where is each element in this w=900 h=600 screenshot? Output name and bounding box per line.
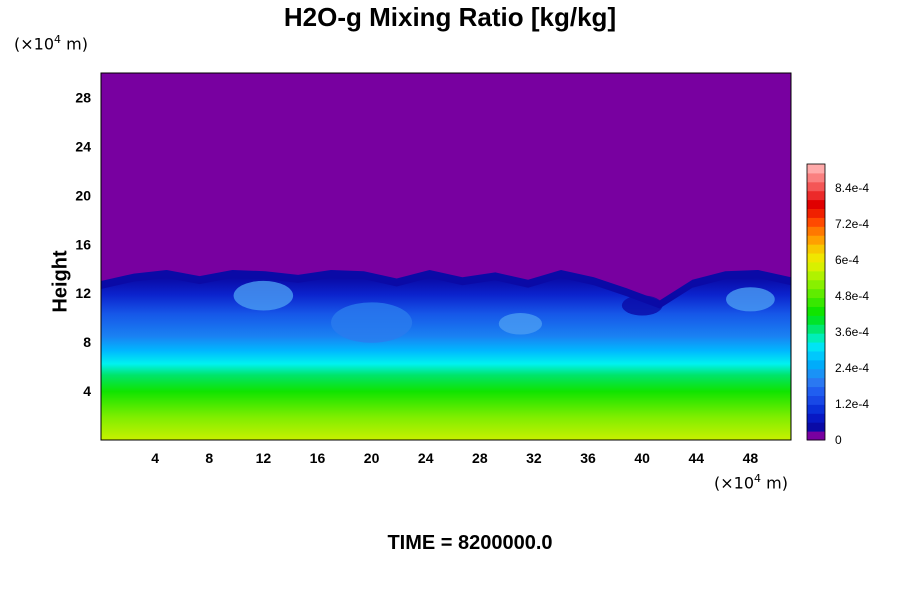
colorbar-frame [806, 163, 826, 441]
colorbar-swatch [807, 279, 825, 290]
colorbar-swatch [807, 235, 825, 245]
x-tick-label: 48 [743, 450, 759, 466]
eddy-blob [621, 295, 663, 316]
y-tick-label: 8 [83, 334, 91, 350]
colorbar-swatch [807, 333, 825, 343]
colorbar-swatch [807, 270, 825, 281]
time-label: TIME = 8200000.0 [387, 532, 553, 554]
colorbar-swatch [807, 404, 825, 414]
colorbar-tick-label: 0 [835, 433, 842, 447]
colorbar-tick-label: 2.4e-4 [835, 361, 869, 375]
y-tick-label: 16 [75, 236, 91, 252]
y-tick-label: 24 [75, 138, 91, 154]
colorbar-swatch [807, 368, 825, 379]
colorbar-swatch [807, 181, 825, 192]
eddy-blob [331, 302, 413, 343]
colorbar-swatch [807, 315, 825, 325]
colorbar-swatch [807, 261, 825, 272]
x-tick-label: 44 [689, 450, 705, 466]
colorbar-swatch [807, 253, 825, 263]
y-tick-label: 28 [75, 89, 91, 105]
y-tick-label: 12 [75, 285, 91, 301]
colorbar-swatch [807, 306, 825, 316]
x-tick-label: 16 [310, 450, 326, 466]
x-tick-label: 8 [205, 450, 213, 466]
colorbar-swatch [807, 164, 825, 174]
x-tick-label: 28 [472, 450, 488, 466]
moist-layer [101, 278, 791, 440]
colorbar-tick-label: 8.4e-4 [835, 181, 869, 195]
colorbar-swatch [807, 359, 825, 370]
x-tick-label: 4 [151, 450, 159, 466]
colorbar-swatch [807, 324, 825, 334]
colorbar-swatch [807, 377, 825, 388]
colorbar-swatch [807, 395, 825, 405]
plot-frame [100, 72, 792, 441]
colorbar-swatch [807, 244, 825, 254]
colorbar-swatch [807, 208, 825, 218]
colorbar-swatch [807, 217, 825, 227]
colorbar-swatch [807, 172, 825, 183]
y-tick-label: 4 [83, 383, 91, 399]
colorbar-swatch [807, 226, 825, 236]
colorbar-swatch [807, 342, 825, 352]
y-axis-unit: (×104 m) [14, 33, 88, 54]
colorbar-swatch [807, 422, 825, 432]
colorbar-tick-label: 4.8e-4 [835, 289, 869, 303]
eddy-blob [498, 313, 543, 335]
eddy-blob [233, 280, 294, 311]
colorbar-tick-label: 7.2e-4 [835, 217, 869, 231]
x-axis-unit: (×104 m) [714, 472, 788, 493]
colorbar-tick-label: 1.2e-4 [835, 397, 869, 411]
colorbar-tick-label: 3.6e-4 [835, 325, 869, 339]
chart-title: H2O-g Mixing Ratio [kg/kg] [283, 2, 617, 32]
eddy-blob [726, 287, 775, 312]
colorbar-tick-label: 6e-4 [835, 253, 859, 267]
colorbar-swatch [807, 288, 825, 299]
colorbar-swatch [807, 199, 825, 210]
colorbar-swatch [807, 386, 825, 396]
colorbar-swatch [807, 431, 825, 441]
x-tick-label: 12 [256, 450, 272, 466]
x-tick-label: 32 [526, 450, 542, 466]
colorbar-swatch [807, 297, 825, 307]
x-tick-label: 20 [364, 450, 380, 466]
x-tick-label: 36 [580, 450, 596, 466]
colorbar-swatch [807, 190, 825, 201]
colorbar-swatch [807, 350, 825, 361]
y-tick-label: 20 [75, 187, 91, 203]
x-tick-label: 24 [418, 450, 434, 466]
colorbar-swatch [807, 413, 825, 423]
x-tick-label: 40 [634, 450, 650, 466]
